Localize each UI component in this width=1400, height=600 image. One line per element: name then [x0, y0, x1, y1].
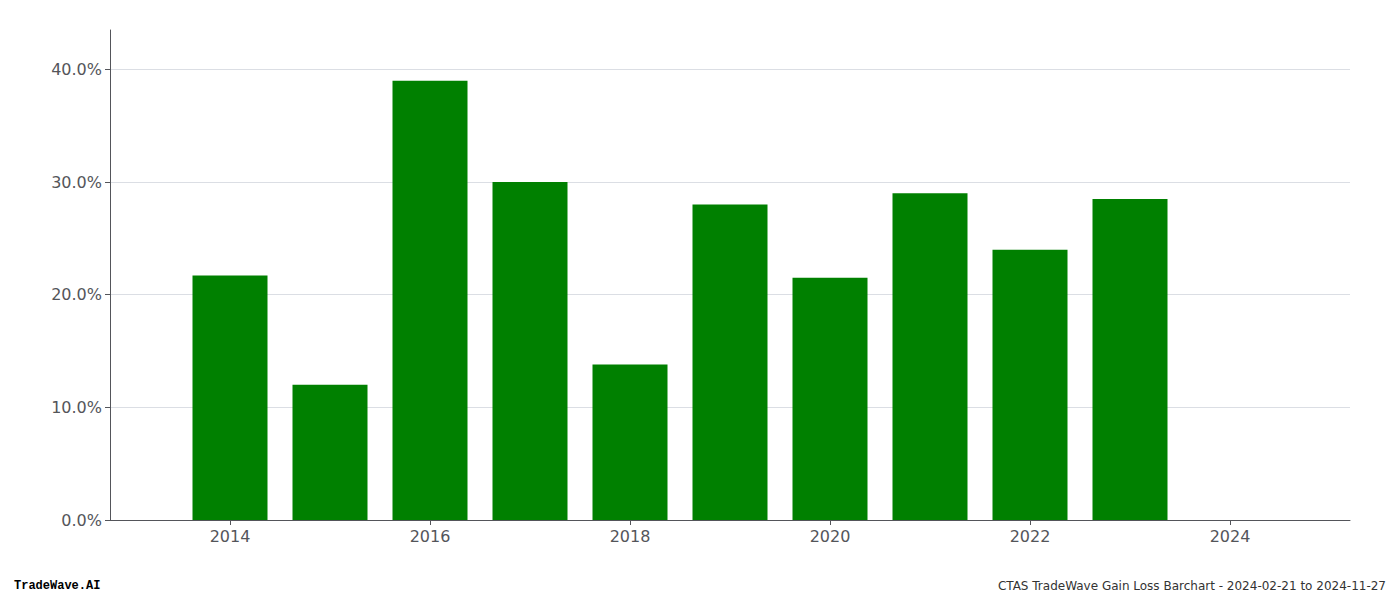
svg-text:2018: 2018 — [610, 527, 651, 546]
svg-text:TradeWave.AI: TradeWave.AI — [14, 579, 100, 593]
svg-text:30.0%: 30.0% — [51, 173, 102, 192]
svg-text:10.0%: 10.0% — [51, 398, 102, 417]
svg-text:2022: 2022 — [1010, 527, 1051, 546]
svg-text:40.0%: 40.0% — [51, 60, 102, 79]
svg-text:0.0%: 0.0% — [61, 511, 102, 530]
svg-text:CTAS TradeWave Gain Loss Barch: CTAS TradeWave Gain Loss Barchart - 2024… — [998, 579, 1386, 593]
svg-text:20.0%: 20.0% — [51, 285, 102, 304]
svg-text:2016: 2016 — [410, 527, 451, 546]
svg-text:2024: 2024 — [1210, 527, 1251, 546]
svg-text:2014: 2014 — [210, 527, 251, 546]
svg-text:2020: 2020 — [810, 527, 851, 546]
